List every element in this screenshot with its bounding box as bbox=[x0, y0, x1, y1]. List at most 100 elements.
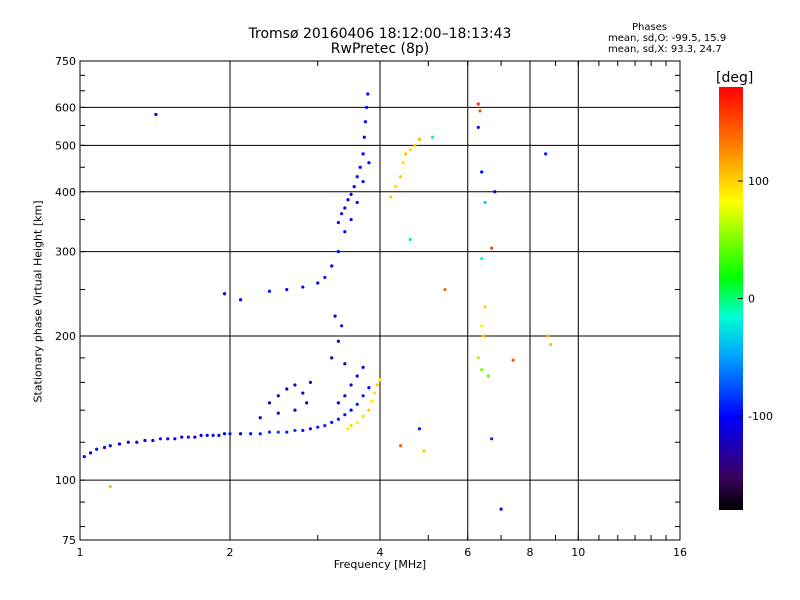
data-point bbox=[293, 428, 297, 433]
data-point bbox=[483, 305, 487, 309]
data-point bbox=[228, 432, 232, 436]
data-point bbox=[217, 433, 221, 438]
data-point bbox=[361, 152, 365, 156]
data-point bbox=[143, 438, 147, 443]
data-point bbox=[258, 432, 262, 436]
data-point bbox=[480, 170, 484, 174]
data-point bbox=[267, 289, 272, 293]
data-point bbox=[340, 324, 344, 328]
data-point bbox=[308, 380, 313, 384]
data-point bbox=[330, 264, 334, 268]
phases-title: Phases bbox=[632, 22, 668, 33]
x-tick-label: 8 bbox=[527, 546, 534, 559]
data-point bbox=[480, 324, 484, 328]
colorbar-label: [deg] bbox=[716, 70, 754, 86]
data-point bbox=[394, 185, 398, 189]
x-tick-label: 6 bbox=[464, 546, 471, 559]
data-point bbox=[430, 135, 435, 139]
data-point bbox=[238, 298, 243, 302]
data-point bbox=[352, 185, 356, 189]
colorbar-ticks: -100 0 100 bbox=[738, 175, 773, 423]
y-tick-label: 200 bbox=[55, 330, 76, 343]
y-tick-label: 300 bbox=[55, 246, 76, 259]
data-point bbox=[205, 433, 209, 438]
data-point bbox=[349, 192, 353, 196]
x-tick-label: 1 bbox=[77, 546, 84, 559]
data-point bbox=[362, 135, 366, 139]
data-point bbox=[154, 112, 158, 117]
data-point bbox=[549, 342, 553, 347]
data-point bbox=[222, 432, 227, 436]
data-point bbox=[95, 447, 99, 451]
data-point bbox=[372, 391, 377, 395]
data-point bbox=[499, 507, 503, 511]
data-point bbox=[422, 449, 426, 453]
data-point bbox=[316, 425, 320, 429]
data-point bbox=[222, 292, 227, 296]
colorbar-tick-label: 0 bbox=[748, 293, 755, 306]
data-point bbox=[361, 394, 365, 398]
chart-subtitle: RwPretec (8p) bbox=[330, 41, 430, 57]
x-tick-label: 10 bbox=[571, 546, 585, 559]
data-point bbox=[408, 237, 412, 242]
data-point bbox=[108, 444, 112, 448]
data-point bbox=[388, 195, 393, 199]
data-point bbox=[166, 437, 170, 441]
data-points bbox=[82, 92, 553, 511]
data-point bbox=[349, 408, 353, 412]
data-point bbox=[443, 287, 447, 292]
data-point bbox=[293, 408, 297, 412]
data-point bbox=[301, 428, 305, 433]
data-point bbox=[285, 430, 289, 434]
data-point bbox=[343, 394, 347, 398]
data-point bbox=[483, 200, 487, 205]
x-tick-label: 16 bbox=[673, 546, 687, 559]
data-point bbox=[361, 180, 365, 184]
data-point bbox=[82, 454, 86, 459]
data-point bbox=[367, 408, 371, 412]
data-point bbox=[355, 420, 359, 424]
data-point bbox=[399, 444, 403, 448]
y-tick-label: 75 bbox=[62, 534, 76, 547]
data-point bbox=[476, 356, 480, 360]
data-point bbox=[173, 437, 177, 441]
data-point bbox=[493, 190, 497, 194]
data-point bbox=[408, 147, 412, 152]
data-point bbox=[330, 420, 334, 424]
data-point bbox=[186, 435, 190, 439]
data-point bbox=[135, 440, 139, 444]
data-point bbox=[476, 125, 480, 130]
data-point bbox=[417, 137, 422, 141]
x-axis-label: Frequency [MHz] bbox=[333, 558, 427, 571]
data-point bbox=[267, 430, 272, 434]
data-point bbox=[343, 362, 347, 366]
data-point bbox=[346, 427, 350, 431]
data-point bbox=[336, 401, 340, 405]
data-point bbox=[343, 206, 347, 210]
data-point bbox=[126, 440, 130, 444]
data-point bbox=[355, 200, 359, 205]
data-point bbox=[333, 314, 337, 318]
data-point bbox=[346, 198, 350, 202]
data-point bbox=[343, 230, 347, 234]
x-tick-label: 2 bbox=[227, 546, 234, 559]
data-point bbox=[180, 435, 184, 439]
data-point bbox=[316, 281, 320, 285]
data-point bbox=[476, 102, 480, 106]
data-point bbox=[340, 212, 344, 216]
data-point bbox=[285, 287, 289, 292]
data-point bbox=[478, 109, 482, 113]
data-point bbox=[399, 175, 403, 179]
data-point bbox=[293, 383, 297, 387]
data-point bbox=[363, 120, 368, 124]
data-point bbox=[238, 432, 243, 436]
data-point bbox=[301, 391, 305, 395]
data-point bbox=[367, 386, 371, 390]
grid-lines bbox=[80, 61, 680, 540]
data-point bbox=[355, 402, 359, 406]
data-point bbox=[378, 378, 382, 382]
data-point bbox=[358, 165, 362, 169]
data-point bbox=[355, 175, 359, 179]
y-axis-label: Stationary phase Virtual Height [km] bbox=[31, 200, 45, 403]
data-point bbox=[276, 430, 280, 434]
